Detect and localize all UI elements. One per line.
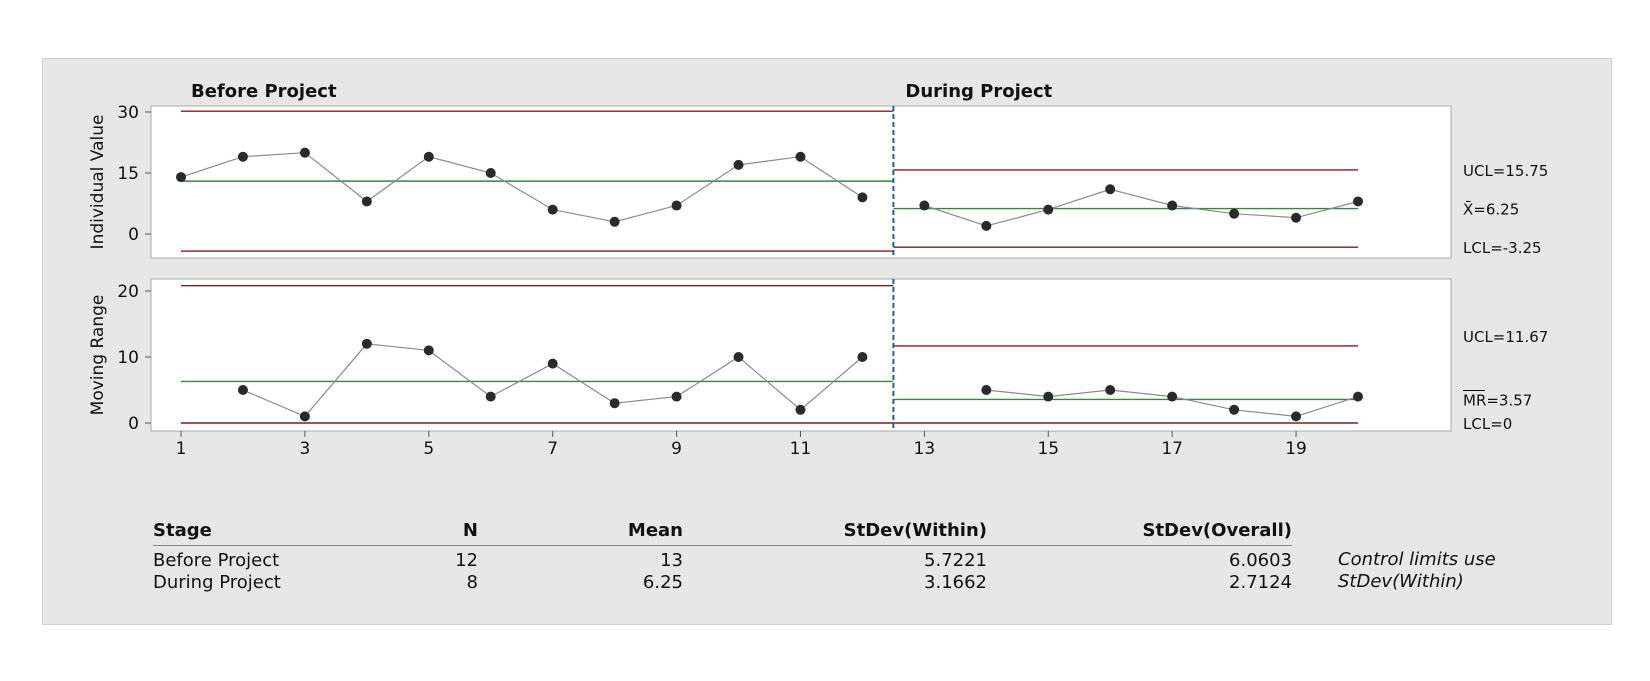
stats-cell: 12 [455, 550, 478, 571]
mr-data-point [733, 352, 744, 362]
stats-cell: Before Project [153, 550, 280, 571]
mr-center-label: MR=3.57 [1463, 391, 1532, 409]
stats-header-stage: Stage [153, 520, 383, 546]
x-tick-label: 7 [547, 439, 558, 459]
ind-data-point [423, 151, 434, 162]
x-tick-label: 5 [423, 439, 434, 459]
moving-range-plot: 0 10 20 Moving Range UCL=11.67 MR=3.57 LCL=0 [88, 278, 1548, 434]
table-row: During Project 8 6.25 3.1662 2.7124 [153, 572, 1292, 594]
stats-cell: 8 [466, 572, 478, 593]
ind-data-point [609, 216, 620, 227]
stats-table: Stage N Mean StDev(Within) StDev(Overall… [153, 520, 1292, 594]
mr-data-point [423, 345, 434, 356]
ind-data-point [299, 147, 310, 158]
ind-data-point [1043, 204, 1054, 215]
mr-data-point [1105, 385, 1116, 395]
mr-y-axis-title: Moving Range [88, 295, 108, 416]
ind-data-point [1353, 196, 1363, 207]
stats-header-stdev-overall: StDev(Overall) [987, 520, 1292, 546]
ind-series-line [924, 188, 1359, 227]
mr-data-point [795, 404, 806, 415]
ind-series-line [180, 152, 863, 223]
individual-value-plot: Before Project During Project 0 15 30 Individ… [88, 81, 1548, 259]
x-tick-label: 15 [1037, 439, 1059, 459]
ind-data-point [795, 151, 806, 162]
mr-data-point [1353, 391, 1363, 402]
stage-label-during: During Project [905, 81, 1052, 102]
ind-data-point [361, 196, 372, 207]
ind-y-axis-title: Individual Value [88, 115, 108, 250]
ind-data-point [176, 172, 186, 183]
mr-y-tick-label: 20 [117, 282, 139, 302]
mr-data-point [1291, 411, 1302, 422]
ind-data-point [485, 168, 496, 178]
ind-frame [150, 105, 1452, 259]
mr-y-tick-label: 0 [128, 414, 139, 434]
stats-cell: 13 [660, 550, 683, 571]
ind-y-tick-label: 15 [117, 164, 139, 184]
ind-data-point [671, 200, 682, 211]
ind-ucl-label: UCL=15.75 [1463, 162, 1548, 180]
stats-header-row: Stage N Mean StDev(Within) StDev(Overall… [153, 520, 1292, 546]
stats-cell: 3.1662 [924, 572, 987, 593]
control-limits-note: Control limits use StDev(Within) [1338, 549, 1496, 593]
ind-data-point [1229, 208, 1240, 219]
ind-y-tick-label: 30 [117, 103, 139, 123]
mr-data-point [547, 358, 558, 369]
x-tick-label: 11 [790, 439, 812, 459]
mr-data-point [299, 411, 310, 422]
stats-header-stdev-within: StDev(Within) [683, 520, 987, 546]
chart-panel: Before Project During Project 0 15 30 Individ… [42, 58, 1612, 625]
x-tick-label: 1 [176, 439, 187, 459]
ind-data-point [919, 200, 930, 211]
ind-data-point [733, 159, 744, 170]
note-line-2: StDev(Within) [1338, 571, 1464, 592]
stats-cell: During Project [153, 572, 281, 593]
ind-data-point [981, 220, 992, 231]
stats-cell: 2.7124 [1229, 572, 1292, 593]
ind-data-point [1167, 200, 1178, 211]
table-row: Before Project 12 13 5.7221 6.0603 [153, 546, 1292, 573]
mr-y-tick-label: 10 [117, 348, 139, 368]
stats-header-mean: Mean [478, 520, 683, 546]
stage-label-before: Before Project [191, 81, 337, 102]
mr-data-point [981, 385, 992, 395]
x-tick-label: 13 [914, 439, 936, 459]
mr-data-point [1043, 391, 1054, 402]
x-tick-label: 17 [1161, 439, 1183, 459]
mr-lcl-label: LCL=0 [1463, 415, 1512, 433]
x-tick-label: 3 [299, 439, 310, 459]
mr-ucl-label: UCL=11.67 [1463, 328, 1548, 346]
mr-data-point [1167, 391, 1178, 402]
mr-data-point [485, 391, 496, 402]
note-line-1: Control limits use [1338, 549, 1496, 570]
mr-data-point [857, 352, 868, 362]
stats-header-n: N [383, 520, 478, 546]
x-tick-label: 19 [1285, 439, 1307, 459]
stats-cell: 6.0603 [1229, 550, 1292, 571]
ind-data-point [1291, 212, 1302, 223]
mr-data-point [237, 385, 248, 395]
x-axis: 1 3 5 7 9 11 13 15 17 19 [176, 431, 1307, 459]
control-chart-svg: Before Project During Project01530Individ… [88, 81, 1548, 459]
mr-data-point [671, 391, 682, 402]
ind-data-point [547, 204, 558, 215]
mr-data-point [361, 338, 372, 349]
ind-data-point [857, 192, 868, 203]
ind-data-point [237, 151, 248, 162]
ind-lcl-label: LCL=-3.25 [1463, 239, 1542, 257]
ind-center-label: X̄=6.25 [1463, 200, 1519, 219]
stats-cell: 5.7221 [924, 550, 987, 571]
x-tick-label: 9 [671, 439, 682, 459]
mr-data-point [1229, 404, 1240, 415]
mr-data-point [609, 398, 620, 409]
ind-data-point [1105, 184, 1116, 195]
stats-cell: 6.25 [642, 572, 683, 593]
ind-y-tick-label: 0 [128, 225, 139, 245]
